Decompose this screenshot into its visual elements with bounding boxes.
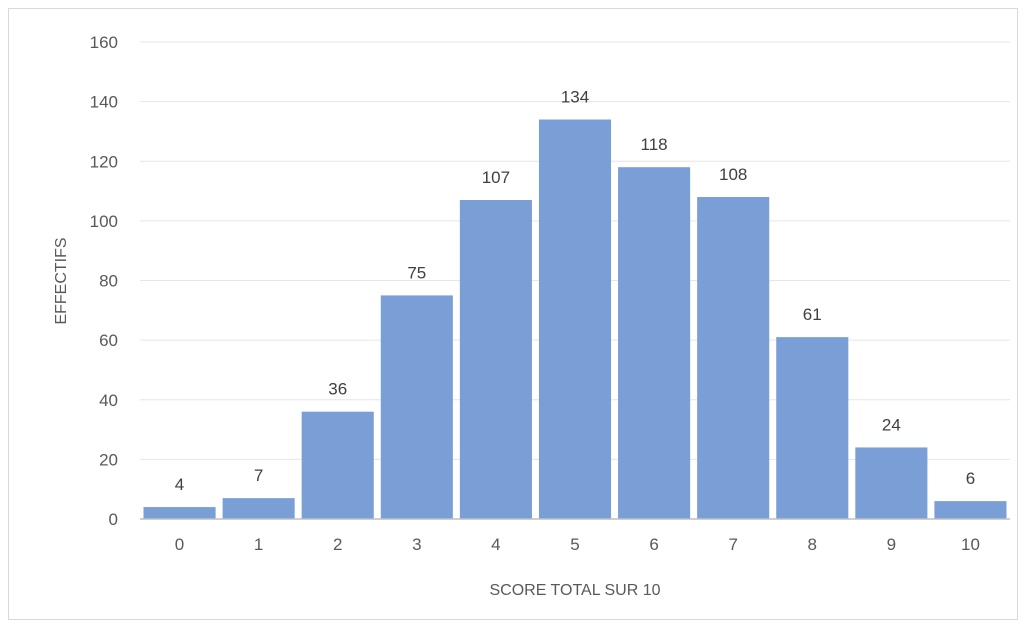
x-tick-label: 4 xyxy=(491,535,500,554)
y-tick-label: 40 xyxy=(99,391,118,410)
y-tick-label: 100 xyxy=(90,212,118,231)
data-labels: 4 7 36 75 107 134 118 108 61 24 6 xyxy=(175,88,975,495)
x-tick-label: 2 xyxy=(333,535,342,554)
data-label: 61 xyxy=(803,305,822,324)
bar-3 xyxy=(380,295,453,519)
bar-8 xyxy=(776,337,849,519)
data-label: 24 xyxy=(882,415,901,434)
data-label: 6 xyxy=(966,469,975,488)
bar-0 xyxy=(143,507,216,519)
bars xyxy=(143,119,1007,519)
data-label: 4 xyxy=(175,475,184,494)
bar-1 xyxy=(222,498,295,519)
x-axis-title: SCORE TOTAL SUR 10 xyxy=(489,582,660,599)
x-tick-label: 7 xyxy=(728,535,737,554)
data-label: 7 xyxy=(254,466,263,485)
x-tick-label: 5 xyxy=(570,535,579,554)
y-axis-title: EFFECTIFS xyxy=(53,237,70,324)
bar-9 xyxy=(855,447,928,519)
y-tick-label: 20 xyxy=(99,450,118,469)
data-label: 36 xyxy=(328,380,347,399)
y-tick-label: 0 xyxy=(109,510,118,529)
bar-7 xyxy=(697,197,770,519)
bar-6 xyxy=(618,167,691,519)
bar-2 xyxy=(301,411,374,519)
x-tick-label: 8 xyxy=(808,535,817,554)
x-tick-label: 3 xyxy=(412,535,421,554)
y-tick-label: 80 xyxy=(99,272,118,291)
x-tick-label: 10 xyxy=(961,535,980,554)
data-label: 108 xyxy=(719,165,747,184)
x-tick-label: 9 xyxy=(887,535,896,554)
x-tick-label: 0 xyxy=(175,535,184,554)
y-tick-label: 140 xyxy=(90,93,118,112)
y-tick-label: 60 xyxy=(99,331,118,350)
data-label: 107 xyxy=(482,168,510,187)
data-label: 134 xyxy=(561,88,589,107)
data-label: 118 xyxy=(641,135,668,154)
y-tick-label: 120 xyxy=(90,152,118,171)
bar-10 xyxy=(934,501,1007,519)
x-tick-label: 6 xyxy=(649,535,658,554)
bar-5 xyxy=(538,119,612,519)
y-tick-label: 160 xyxy=(90,33,118,52)
x-tick-label: 1 xyxy=(254,535,263,554)
data-label: 75 xyxy=(407,263,426,282)
axes: 0 20 40 60 80 100 120 140 160 0 1 2 3 4 5 6 7 8 9 10 xyxy=(90,33,1010,554)
bar-4 xyxy=(459,200,532,519)
